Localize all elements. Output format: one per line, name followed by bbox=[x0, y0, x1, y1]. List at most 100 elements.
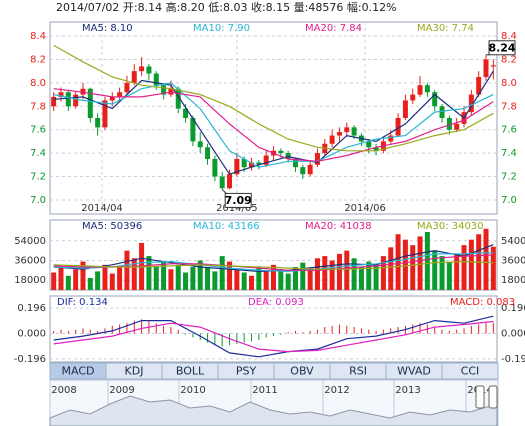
candle-body bbox=[146, 66, 152, 74]
tab-label[interactable]: OBV bbox=[290, 365, 314, 378]
volume-bar bbox=[278, 269, 284, 290]
volume-bar bbox=[366, 261, 372, 290]
tab-label[interactable]: RSI bbox=[349, 365, 367, 378]
tab[interactable] bbox=[49, 362, 107, 380]
volume-bar bbox=[292, 267, 298, 290]
y-tick-label: 54000 bbox=[501, 236, 525, 247]
candle-body bbox=[58, 92, 64, 97]
candle-body bbox=[300, 167, 306, 175]
y-tick-label: 18000 bbox=[501, 275, 525, 286]
volume-bar bbox=[146, 256, 152, 290]
candle-body bbox=[388, 135, 394, 142]
candle-body bbox=[278, 150, 284, 154]
y-tick-label: 7.2 bbox=[30, 172, 46, 183]
tab-label[interactable]: BOLL bbox=[176, 365, 205, 378]
volume-bar bbox=[322, 256, 328, 290]
candle-body bbox=[131, 71, 137, 83]
ma-line bbox=[53, 260, 494, 270]
volume-bar bbox=[175, 264, 181, 290]
candle-body bbox=[446, 118, 452, 130]
candle-body bbox=[219, 176, 225, 189]
volume-bar bbox=[241, 272, 247, 290]
volume-bar bbox=[446, 261, 452, 290]
legend-entry: MACD: 0.083 bbox=[450, 297, 515, 308]
candle-body bbox=[336, 132, 342, 136]
ma-line bbox=[53, 88, 494, 162]
volume-bar bbox=[80, 261, 86, 290]
y-tick-label: 7.2 bbox=[501, 172, 517, 183]
ma-line bbox=[53, 44, 494, 152]
candle-body bbox=[109, 96, 115, 101]
candle-body bbox=[212, 158, 218, 177]
y-tick-label: 36000 bbox=[501, 255, 525, 266]
candle-body bbox=[439, 106, 445, 118]
volume-bar bbox=[256, 267, 262, 290]
volume-bar bbox=[395, 234, 401, 290]
volume-bar bbox=[468, 239, 474, 290]
volume-bar bbox=[351, 258, 357, 290]
candle-body bbox=[314, 153, 320, 165]
y-tick-label: 8.4 bbox=[30, 31, 46, 42]
x-tick-label: 2014/05 bbox=[216, 203, 258, 214]
candle-body bbox=[454, 123, 460, 130]
candle-body bbox=[490, 65, 496, 67]
candle-body bbox=[183, 108, 189, 118]
candle-body bbox=[468, 94, 474, 113]
tab-label[interactable]: MACD bbox=[62, 365, 95, 378]
legend-entry: MA5: 8.10 bbox=[82, 23, 133, 34]
candle-body bbox=[410, 94, 416, 101]
volume-bar bbox=[102, 264, 108, 290]
y-tick-label: 18000 bbox=[14, 275, 46, 286]
y-tick-label: 8.0 bbox=[30, 78, 46, 89]
volume-bar bbox=[197, 260, 203, 290]
candle-body bbox=[417, 85, 423, 95]
candle-body bbox=[256, 162, 262, 165]
candle-body bbox=[190, 118, 196, 142]
tab-label[interactable]: CCI bbox=[461, 365, 480, 378]
year-label: 2010 bbox=[180, 385, 205, 396]
volume-bar bbox=[234, 269, 240, 290]
candle-body bbox=[307, 164, 313, 175]
volume-bar bbox=[153, 267, 159, 290]
y-tick-label: -0.196 bbox=[14, 354, 46, 365]
legend-entry: DIF: 0.134 bbox=[57, 297, 108, 308]
y-tick-label: 7.8 bbox=[501, 101, 517, 112]
volume-bar bbox=[190, 267, 196, 290]
candle-body bbox=[205, 147, 211, 159]
annotation-box bbox=[224, 192, 252, 208]
candle-body bbox=[51, 96, 57, 107]
candle-body bbox=[424, 85, 430, 93]
volume-bar bbox=[373, 264, 379, 290]
year-label: 2009 bbox=[109, 385, 134, 396]
volume-bar bbox=[73, 269, 79, 290]
volume-bar bbox=[307, 269, 313, 290]
candle-body bbox=[227, 174, 233, 189]
y-tick-label: 54000 bbox=[14, 236, 46, 247]
volume-bar bbox=[65, 275, 71, 290]
header-quote: 2014/07/02 开:8.14 高:8.20 低:8.03 收:8.15 量… bbox=[56, 0, 397, 14]
legend-entry: MA10: 43166 bbox=[193, 221, 260, 232]
volume-bar bbox=[124, 250, 130, 290]
volume-bar bbox=[227, 261, 233, 290]
candle-body bbox=[373, 147, 379, 151]
y-tick-label: 0.196 bbox=[17, 303, 46, 314]
candle-body bbox=[241, 158, 247, 168]
volume-bar bbox=[300, 262, 306, 290]
candle-body bbox=[432, 92, 438, 107]
y-tick-label: 7.4 bbox=[501, 148, 517, 159]
ma-line bbox=[53, 252, 494, 273]
tab-label[interactable]: WVAD bbox=[397, 365, 431, 378]
tab-label[interactable]: PSY bbox=[236, 365, 257, 378]
navigator-handle[interactable] bbox=[475, 385, 485, 409]
volume-bar bbox=[263, 271, 269, 290]
volume-bar bbox=[58, 267, 64, 290]
tab-label[interactable]: KDJ bbox=[125, 365, 144, 378]
y-tick-label: 7.6 bbox=[501, 125, 517, 136]
annotation-label: 7.09 bbox=[225, 194, 252, 207]
navigator-handle[interactable] bbox=[488, 385, 498, 409]
volume-bar bbox=[417, 236, 423, 290]
volume-bar bbox=[461, 245, 467, 290]
ma-line bbox=[53, 320, 494, 353]
y-tick-label: 7.4 bbox=[30, 148, 46, 159]
volume-bar bbox=[410, 245, 416, 290]
